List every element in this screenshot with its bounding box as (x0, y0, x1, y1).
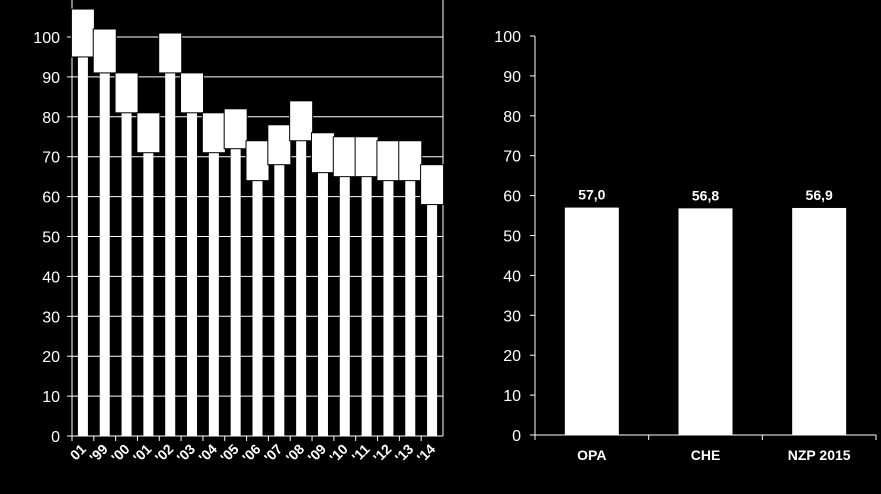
x-category-label: '13 (392, 441, 417, 466)
bar-increment (92, 28, 117, 74)
bar-base (361, 176, 372, 436)
x-category-label: '14 (414, 441, 439, 466)
left-chart: 010203040506070809010001'99'00'01'02'03'… (33, 0, 445, 466)
bar-increment (420, 164, 445, 206)
bar-increment (245, 140, 270, 182)
y-tick-label: 80 (503, 109, 521, 126)
bar (564, 207, 619, 435)
y-tick-label: 40 (503, 268, 521, 285)
x-category-label: '06 (239, 441, 264, 466)
x-category-label: '08 (283, 441, 308, 466)
y-tick-label: 60 (503, 189, 521, 206)
bar-base (121, 112, 132, 436)
y-tick-label: 80 (42, 110, 60, 127)
right-chart: 0 10 20 30 40 50 60 70 80 90 100 57,0 OPA 56,8 CHE 56,9… (494, 29, 877, 463)
bar-increment (158, 32, 183, 74)
bar (792, 207, 847, 435)
bar-base (274, 164, 285, 436)
data-label: 57,0 (578, 187, 605, 203)
bar-base (187, 112, 198, 436)
bar-base (99, 72, 110, 436)
bar-increment (376, 140, 401, 182)
y-tick-label: 20 (503, 348, 521, 365)
bar-increment (70, 8, 95, 58)
x-category-label: '12 (370, 441, 395, 466)
bar-increment (267, 124, 292, 166)
x-category-label: 01 (67, 441, 89, 463)
bar-base (317, 172, 328, 436)
y-tick-label: 0 (512, 428, 521, 445)
y-tick-label: 100 (494, 29, 521, 46)
x-category-label: '99 (86, 441, 111, 466)
y-tick-label: 10 (503, 388, 521, 405)
bar-increment (223, 108, 248, 150)
bar-base (208, 152, 219, 436)
bar-base (427, 204, 438, 436)
bar-increment (114, 72, 139, 114)
bar-increment (180, 72, 205, 114)
y-tick-label: 60 (42, 190, 60, 207)
x-category-label: '04 (195, 441, 220, 466)
bar-base (296, 140, 307, 437)
x-category-label: NZP 2015 (788, 447, 851, 463)
bar-base (143, 152, 154, 436)
bar-base (230, 148, 241, 436)
bar-increment (201, 112, 226, 154)
bar-increment (136, 112, 161, 154)
x-category-label: '07 (261, 441, 286, 466)
bar-increment (354, 136, 379, 178)
bar-base (383, 180, 394, 436)
x-category-label: '11 (349, 441, 373, 465)
x-category-label: '03 (173, 441, 198, 466)
bar-increment (332, 136, 357, 178)
data-label: 56,9 (806, 187, 833, 203)
y-tick-label: 90 (42, 70, 60, 87)
y-tick-label: 70 (503, 149, 521, 166)
bar-increment (398, 140, 423, 182)
y-tick-label: 0 (51, 429, 60, 446)
bar (678, 208, 733, 435)
bar-base (77, 56, 88, 436)
x-category-label: '00 (108, 441, 133, 466)
y-tick-label: 10 (42, 389, 60, 406)
x-category-label: OPA (577, 447, 606, 463)
y-tick-label: 70 (42, 150, 60, 167)
x-category-label: '01 (130, 441, 155, 466)
y-tick-label: 100 (33, 30, 60, 47)
x-category-label: '05 (217, 441, 242, 466)
bar-base (165, 72, 176, 436)
x-category-label: '09 (304, 441, 329, 466)
x-category-label: '02 (152, 441, 177, 466)
bar-increment (310, 132, 335, 174)
bar-base (339, 176, 350, 436)
y-tick-label: 20 (42, 349, 60, 366)
bar-increment (289, 100, 314, 142)
y-tick-label: 30 (503, 308, 521, 325)
y-tick-label: 50 (503, 229, 521, 246)
y-tick-label: 90 (503, 69, 521, 86)
x-category-label: '10 (326, 441, 351, 466)
y-tick-label: 40 (42, 269, 60, 286)
bar-base (252, 180, 263, 436)
bar-base (405, 180, 416, 436)
data-label: 56,8 (692, 187, 719, 203)
x-category-label: CHE (691, 447, 721, 463)
y-tick-label: 50 (42, 230, 60, 247)
y-tick-label: 30 (42, 309, 60, 326)
